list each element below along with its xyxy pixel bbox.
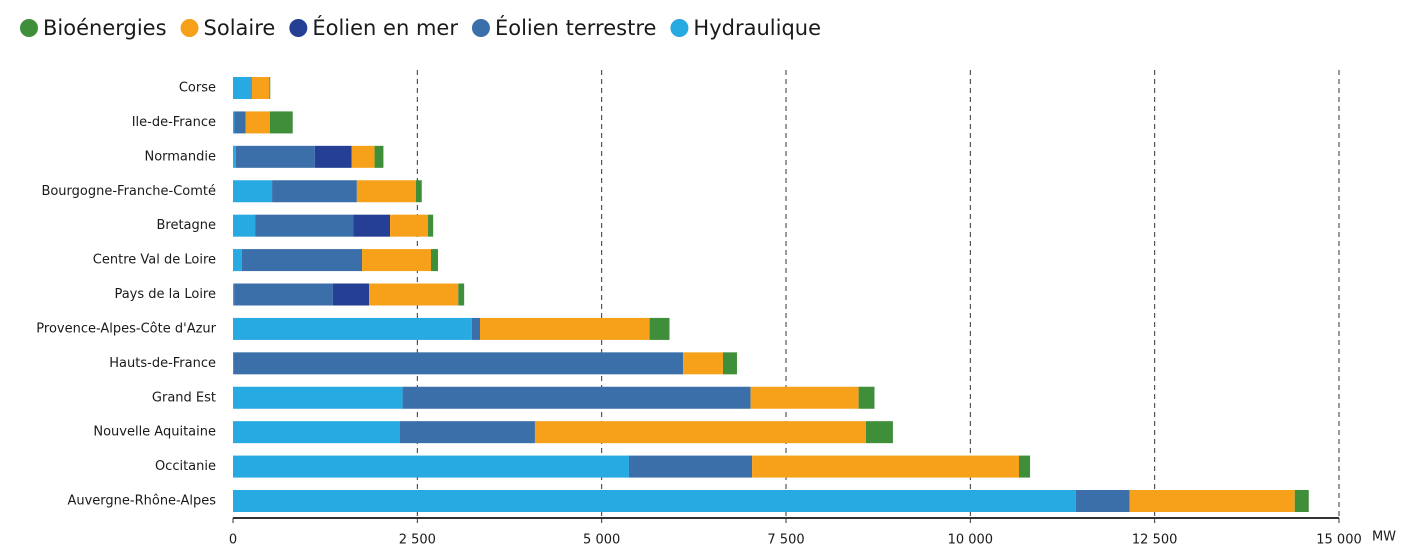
legend-marker xyxy=(289,19,308,37)
x-tick-label: 15 000 xyxy=(1316,533,1362,548)
bar-segment xyxy=(628,455,753,478)
bar-segment xyxy=(351,145,375,168)
bar-segment xyxy=(234,283,333,306)
bar-segment xyxy=(233,421,401,444)
bar-segment xyxy=(233,490,1076,512)
bar-segment xyxy=(1018,455,1031,478)
bar-segment xyxy=(272,180,357,203)
bar-segment xyxy=(251,77,270,99)
y-tick-label: Grand Est xyxy=(152,390,216,405)
x-tick-label: 5 000 xyxy=(583,533,620,548)
legend-label: Bioénergies xyxy=(43,16,167,40)
bar-segment xyxy=(415,180,422,203)
bar-segment xyxy=(722,352,737,375)
bar-segment xyxy=(353,214,391,237)
bar-segment xyxy=(362,249,431,272)
bar-segment xyxy=(400,421,535,444)
legend-marker xyxy=(180,19,199,37)
bar-segment xyxy=(356,180,416,203)
bar-segment xyxy=(234,111,246,134)
legend-marker xyxy=(670,19,689,37)
bar-segment xyxy=(1075,490,1130,512)
bar-segment xyxy=(649,317,670,340)
y-tick-label: Bretagne xyxy=(156,218,216,233)
bar-segment xyxy=(683,352,723,375)
y-tick-label: Auvergne-Rhône-Alpes xyxy=(67,494,216,509)
bar-segment xyxy=(241,249,363,272)
bar-segment xyxy=(390,214,429,237)
bar-segment xyxy=(858,386,875,409)
y-tick-label: Hauts-de-France xyxy=(109,356,216,371)
y-tick-label: Bourgogne-Franche-Comté xyxy=(41,184,216,199)
bar-segment xyxy=(471,317,481,340)
x-tick-label: 0 xyxy=(229,533,237,548)
bar-segment xyxy=(233,386,403,409)
y-tick-label: Nouvelle Aquitaine xyxy=(93,425,216,440)
bar-segment xyxy=(245,111,270,134)
bar-segment xyxy=(402,386,751,409)
bar-segment xyxy=(269,111,293,134)
bar-segment xyxy=(250,77,252,99)
bar-segment xyxy=(374,145,384,168)
legend-label: Éolien terrestre xyxy=(495,15,656,40)
bar-segment xyxy=(233,283,235,306)
bar-segment xyxy=(233,77,251,99)
bar-segment xyxy=(534,421,867,444)
bar-segment xyxy=(233,455,629,478)
bar-segment xyxy=(233,111,235,134)
legend-label: Éolien en mer xyxy=(312,15,458,40)
bar-segment xyxy=(750,386,859,409)
x-tick-label: 12 500 xyxy=(1132,533,1178,548)
bar-segment xyxy=(458,283,465,306)
bar-segment xyxy=(233,249,242,272)
legend-marker xyxy=(20,19,38,37)
y-tick-label: Centre Val de Loire xyxy=(93,253,216,268)
x-tick-label: 7 500 xyxy=(767,533,804,548)
y-tick-label: Pays de la Loire xyxy=(114,287,216,302)
bar-segment xyxy=(269,77,271,99)
legend-marker xyxy=(471,19,490,37)
legend-label: Hydraulique xyxy=(693,16,821,40)
y-tick-label: Corse xyxy=(179,81,216,96)
bar-segment xyxy=(430,249,438,272)
x-tick-label: 10 000 xyxy=(948,533,994,548)
bar-segment xyxy=(1129,490,1295,512)
legend-label: Solaire xyxy=(204,16,276,40)
bar-segment xyxy=(233,214,256,237)
bar-segment xyxy=(752,455,1019,478)
bar-segment xyxy=(369,283,459,306)
bar-segment xyxy=(233,317,472,340)
x-tick-label: 2 500 xyxy=(399,533,436,548)
bar-segment xyxy=(255,214,354,237)
bar-segment xyxy=(332,283,370,306)
bar-segment xyxy=(233,352,684,375)
y-tick-label: Normandie xyxy=(144,149,216,164)
bar-segment xyxy=(233,180,273,203)
y-tick-label: Provence-Alpes-Côte d'Azur xyxy=(36,321,216,336)
bar-segment xyxy=(866,421,893,444)
x-axis-label: MW xyxy=(1372,530,1396,545)
bar-segment xyxy=(428,214,434,237)
bar-segment xyxy=(235,145,315,168)
bar-segment xyxy=(233,145,236,168)
y-tick-label: Ile-de-France xyxy=(132,115,216,130)
bar-segment xyxy=(480,317,650,340)
bar-segment xyxy=(314,145,352,168)
y-tick-label: Occitanie xyxy=(155,459,216,474)
bar-segment xyxy=(1294,490,1309,512)
